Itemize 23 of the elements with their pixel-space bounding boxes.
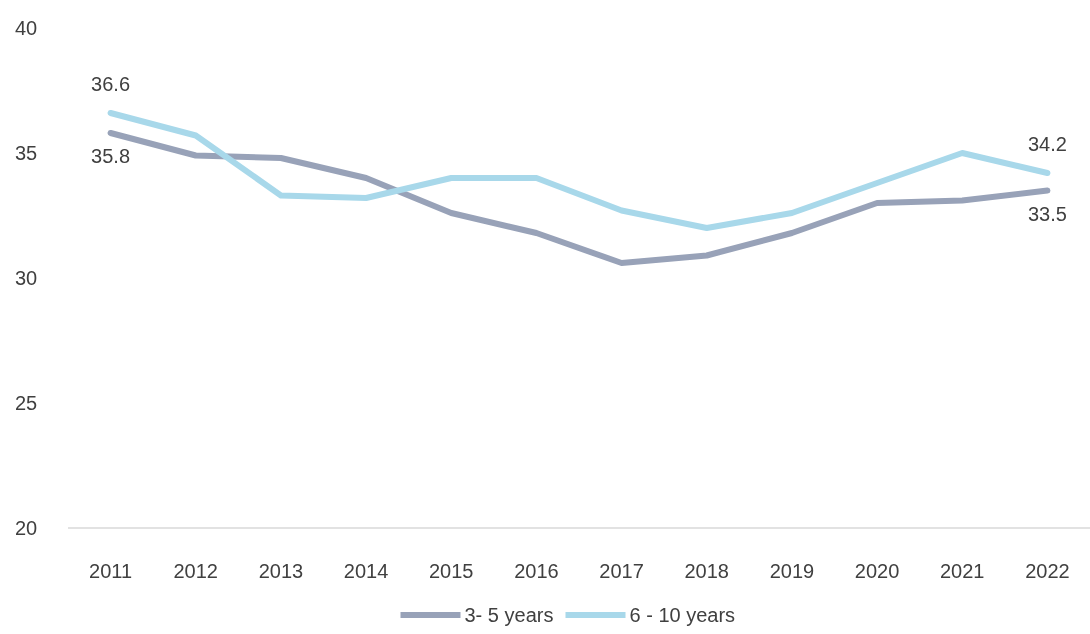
x-tick-label: 2013 (258, 560, 304, 582)
x-tick-label: 2011 (89, 560, 133, 582)
x-tick-label: 2020 (854, 560, 900, 582)
y-tick-label: 25 (14, 392, 38, 414)
y-tick-label: 20 (14, 517, 38, 539)
x-tick-label: 2015 (429, 560, 474, 582)
legend-label: 3- 5 years (464, 604, 554, 626)
data-label: 35.8 (91, 145, 131, 167)
x-tick-label: 2014 (343, 560, 389, 582)
data-label: 36.6 (91, 73, 131, 95)
x-tick-label: 2019 (769, 560, 815, 582)
x-tick-label: 2018 (684, 560, 729, 582)
x-tick-label: 2017 (599, 560, 644, 582)
y-tick-label: 35 (14, 142, 38, 164)
legend-label: 6 - 10 years (629, 604, 736, 626)
x-tick-label: 2016 (514, 560, 559, 582)
x-tick-label: 2021 (940, 560, 985, 582)
data-label: 34.2 (1027, 133, 1067, 155)
x-tick-label: 2022 (1025, 560, 1070, 582)
y-tick-label: 30 (14, 267, 38, 289)
data-label: 33.5 (1027, 202, 1067, 225)
x-tick-label: 2012 (173, 560, 218, 582)
y-tick-label: 40 (14, 17, 38, 39)
